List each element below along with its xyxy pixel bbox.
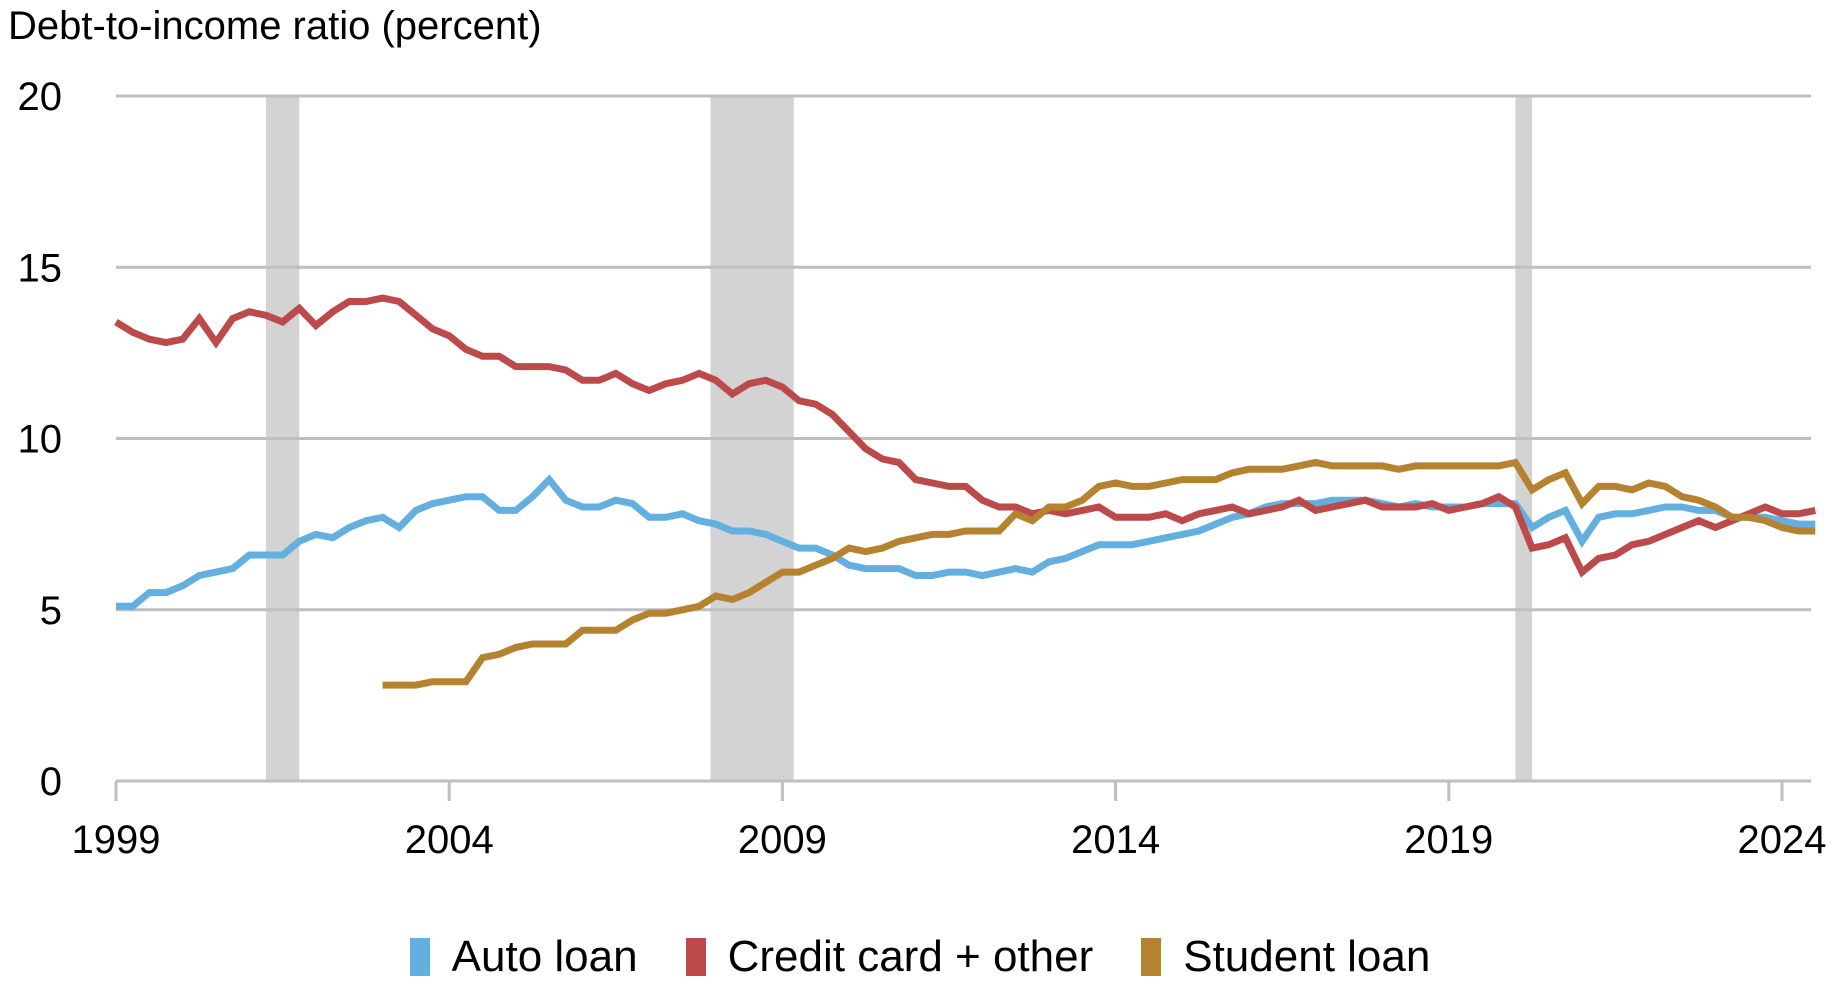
legend-item-credit-card: Credit card + other: [685, 932, 1094, 982]
legend-item-auto-loan: Auto loan: [409, 932, 638, 982]
y-tick-label: 10: [18, 418, 63, 462]
auto-loan-swatch-icon: [409, 938, 430, 976]
y-axis-ticks: 0 5 10 15 20: [18, 75, 63, 804]
x-tick-label: 2014: [1071, 818, 1160, 862]
legend-label: Student loan: [1183, 932, 1431, 981]
x-tick-label: 2024: [1738, 818, 1827, 862]
y-tick-label: 15: [18, 246, 63, 290]
x-tick-label: 1999: [72, 818, 161, 862]
x-tick-label: 2019: [1404, 818, 1493, 862]
y-axis-title: Debt-to-income ratio (percent): [8, 4, 542, 48]
credit-card-swatch-icon: [685, 938, 706, 976]
y-tick-label: 0: [40, 760, 62, 804]
legend-label: Credit card + other: [727, 932, 1094, 981]
legend-item-student-loan: Student loan: [1141, 932, 1430, 982]
x-tick-label: 2004: [405, 818, 494, 862]
y-tick-label: 20: [18, 75, 63, 119]
series-lines: [114, 294, 1817, 689]
legend-label: Auto loan: [451, 932, 638, 981]
auto-loan-line: [116, 474, 1816, 610]
student-loan-line: [382, 458, 1816, 689]
student-loan-swatch-icon: [1141, 938, 1162, 976]
legend: Auto loan Credit card + other Student lo…: [0, 932, 1840, 982]
gridlines: [116, 94, 1811, 783]
y-tick-label: 5: [40, 589, 62, 633]
credit-card-other-line: [114, 294, 1817, 578]
x-tick-label: 2009: [738, 818, 827, 862]
x-axis-ticks: 1999 2004 2009 2014 2019 2024: [72, 781, 1827, 862]
